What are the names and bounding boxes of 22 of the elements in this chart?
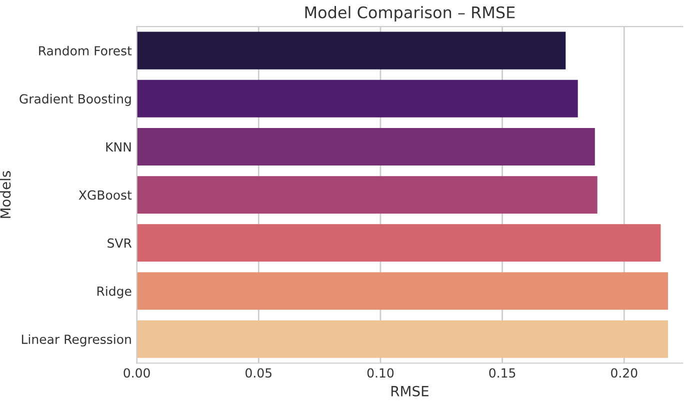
bar bbox=[136, 320, 668, 358]
y-axis-title: Models bbox=[0, 171, 11, 218]
bar bbox=[136, 32, 566, 70]
y-tick-label: Ridge bbox=[97, 286, 132, 298]
y-tick-label: KNN bbox=[106, 142, 131, 152]
x-tick-label: 0.15 bbox=[489, 368, 516, 378]
bar bbox=[136, 224, 661, 262]
y-tick-label: SVR bbox=[108, 238, 132, 248]
x-tick-label: 0.20 bbox=[611, 368, 638, 378]
x-tick-label: 0.05 bbox=[246, 368, 272, 378]
bar bbox=[136, 128, 595, 166]
y-tick-label: Random Forest bbox=[39, 46, 132, 56]
y-tick-label: XGBoost bbox=[78, 190, 132, 200]
bar bbox=[136, 80, 578, 118]
bar bbox=[136, 176, 598, 214]
x-tick-label: 0.00 bbox=[124, 368, 150, 378]
x-tick-label: 0.10 bbox=[367, 368, 394, 378]
chart-title: Model Comparison – RMSE bbox=[305, 6, 515, 22]
y-tick-label: Linear Regression bbox=[22, 334, 131, 346]
x-axis-title: RMSE bbox=[391, 386, 428, 396]
y-tick-label: Gradient Boosting bbox=[20, 94, 131, 106]
bar bbox=[136, 272, 668, 310]
